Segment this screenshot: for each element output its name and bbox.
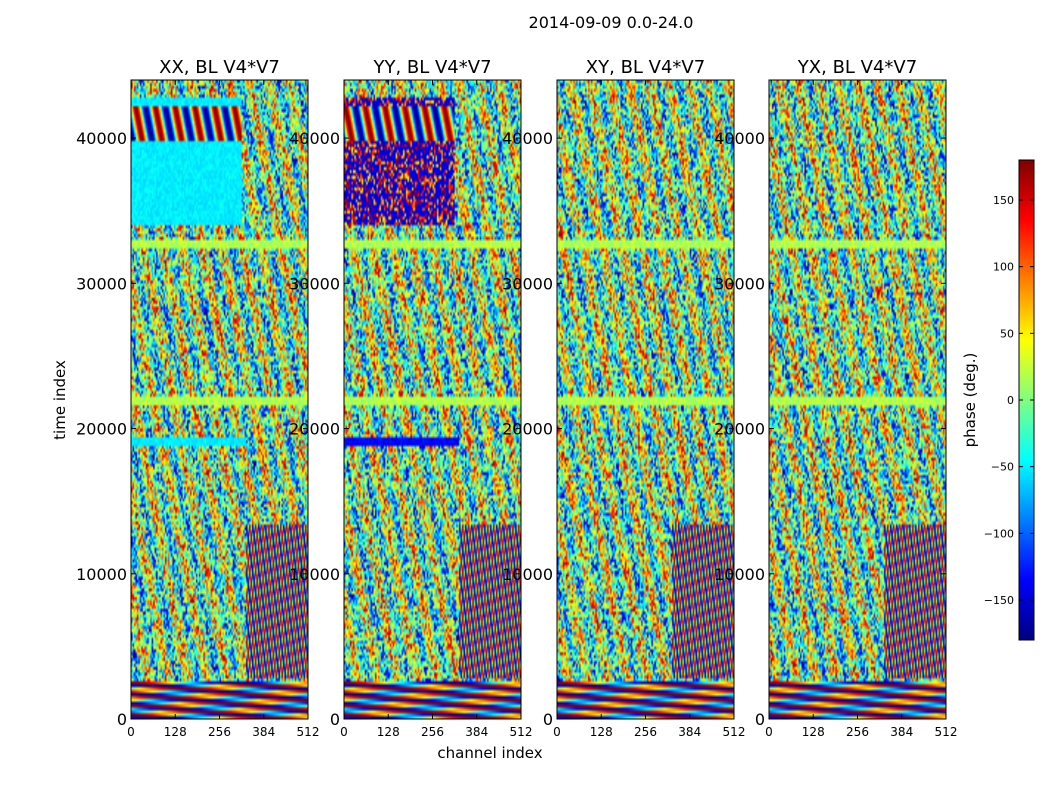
y-tick-label: 10000 bbox=[76, 565, 127, 584]
heatmap-image bbox=[769, 80, 946, 719]
panel-xx: XX, BL V4*V7 0 128 256 384 512 0 10000 20000 3000… bbox=[76, 57, 319, 739]
x-tick-label: 0 bbox=[553, 725, 561, 739]
x-tick-label: 256 bbox=[421, 725, 444, 739]
panel-title: YY, BL V4*V7 bbox=[372, 57, 491, 78]
colorbar-tick-label: 150 bbox=[993, 194, 1014, 207]
x-tick-label: 384 bbox=[890, 725, 913, 739]
x-tick-label: 384 bbox=[678, 725, 701, 739]
x-tick-label: 256 bbox=[846, 725, 869, 739]
y-tick-label: 0 bbox=[543, 710, 553, 729]
x-axis-label: channel index bbox=[437, 744, 542, 762]
y-tick-label: 0 bbox=[330, 710, 340, 729]
figure-suptitle: 2014-09-09 0.0-24.0 bbox=[529, 13, 694, 32]
x-tick-label: 384 bbox=[252, 725, 275, 739]
x-tick-label: 0 bbox=[340, 725, 348, 739]
colorbar-tick-label: −50 bbox=[991, 461, 1014, 474]
colorbar: −150 −100 −50 0 50 100 150 bbox=[984, 159, 1035, 641]
y-tick-label: 40000 bbox=[76, 129, 127, 148]
colorbar-tick-label: 100 bbox=[993, 261, 1014, 274]
heatmap-image bbox=[557, 80, 734, 719]
colorbar-label: phase (deg.) bbox=[961, 353, 979, 448]
y-tick-label: 30000 bbox=[502, 274, 553, 293]
colorbar-tick-label: 50 bbox=[1000, 327, 1014, 340]
x-tick-label: 128 bbox=[590, 725, 613, 739]
colorbar-tick-label: −150 bbox=[984, 594, 1014, 607]
panel-yy: YY, BL V4*V7 0 128 256 384 512 0 10000 20000 3000… bbox=[289, 57, 532, 739]
y-tick-label: 30000 bbox=[76, 274, 127, 293]
heatmap-image bbox=[344, 80, 521, 719]
y-tick-label: 20000 bbox=[76, 420, 127, 439]
x-tick-label: 128 bbox=[164, 725, 187, 739]
y-tick-label: 0 bbox=[117, 710, 127, 729]
x-tick-label: 0 bbox=[127, 725, 135, 739]
y-tick-label: 10000 bbox=[502, 565, 553, 584]
y-tick-label: 30000 bbox=[714, 274, 765, 293]
y-tick-label: 40000 bbox=[714, 129, 765, 148]
y-tick-label: 40000 bbox=[289, 129, 340, 148]
y-tick-label: 40000 bbox=[502, 129, 553, 148]
x-tick-label: 256 bbox=[634, 725, 657, 739]
x-tick-label: 384 bbox=[465, 725, 488, 739]
y-tick-label: 20000 bbox=[714, 420, 765, 439]
heatmap-image bbox=[131, 80, 308, 719]
x-tick-label: 512 bbox=[935, 725, 958, 739]
x-tick-label: 0 bbox=[765, 725, 773, 739]
panel-xy: XY, BL V4*V7 0 128 256 384 512 0 10000 20000 3000… bbox=[502, 57, 745, 739]
x-tick-label: 128 bbox=[377, 725, 400, 739]
x-tick-label: 512 bbox=[723, 725, 746, 739]
x-tick-label: 512 bbox=[297, 725, 320, 739]
panel-title: YX, BL V4*V7 bbox=[797, 57, 917, 78]
y-axis-label: time index bbox=[51, 360, 69, 440]
y-tick-label: 0 bbox=[755, 710, 765, 729]
x-tick-label: 256 bbox=[208, 725, 231, 739]
y-tick-label: 10000 bbox=[714, 565, 765, 584]
x-tick-label: 512 bbox=[510, 725, 533, 739]
x-tick-label: 128 bbox=[802, 725, 825, 739]
y-tick-label: 10000 bbox=[289, 565, 340, 584]
y-tick-label: 20000 bbox=[502, 420, 553, 439]
panel-title: XX, BL V4*V7 bbox=[159, 57, 280, 78]
y-tick-label: 20000 bbox=[289, 420, 340, 439]
panel-title: XY, BL V4*V7 bbox=[586, 57, 705, 78]
panel-yx: YX, BL V4*V7 0 128 256 384 512 0 10000 20000 3000… bbox=[714, 57, 957, 739]
colorbar-tick-label: 0 bbox=[1007, 394, 1014, 407]
colorbar-tick-label: −100 bbox=[984, 527, 1014, 540]
y-tick-label: 30000 bbox=[289, 274, 340, 293]
